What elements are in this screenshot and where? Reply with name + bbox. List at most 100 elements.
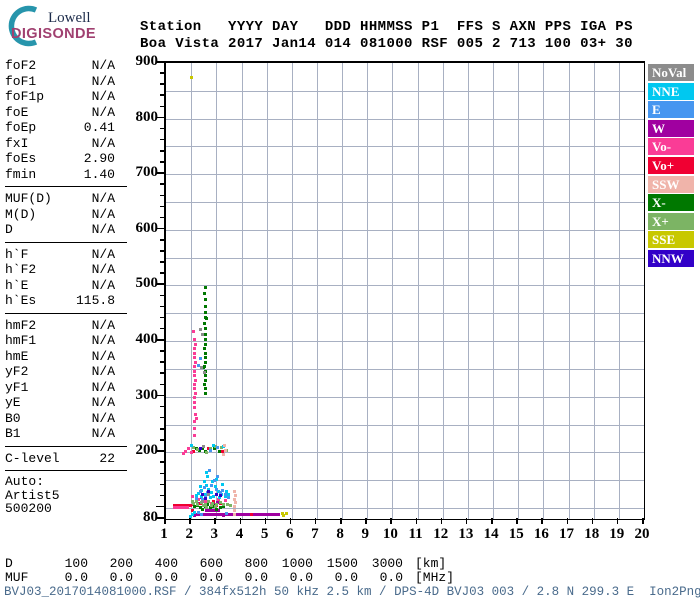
data-point-NNE — [221, 482, 225, 486]
data-point-NNE — [192, 510, 196, 514]
gridline-vertical — [316, 63, 318, 519]
data-point-NNW — [203, 496, 207, 500]
distance-value: 1500 — [326, 556, 358, 571]
param-value: 115.8 — [75, 293, 115, 308]
data-point-NNE — [215, 478, 219, 481]
muf-value: 0.0 — [199, 570, 223, 585]
gridline-vertical — [266, 63, 268, 519]
muf-row: MUF 0.0 0.0 0.0 0.0 0.0 0.0 0.0 0.0 [MHz] — [5, 571, 454, 585]
param-label: fxI — [5, 135, 29, 151]
gridline-vertical — [593, 63, 595, 519]
gridline-horizontal — [166, 452, 644, 454]
data-point-X- — [208, 506, 212, 510]
legend-item-X+: X+ — [648, 212, 694, 230]
panel-divider — [5, 241, 127, 243]
gridline-horizontal — [166, 396, 644, 398]
y-minor-tick — [160, 105, 164, 108]
lowell-digisonde-logo: Lowell DIGISONDE — [4, 2, 134, 50]
param-label: D — [5, 222, 13, 237]
data-point-SSW — [232, 505, 236, 509]
y-axis-label: 200 — [135, 442, 159, 459]
y-minor-tick — [160, 405, 164, 408]
x-major-tick — [189, 518, 191, 524]
data-point-SSW — [223, 448, 227, 452]
legend-item-W: W — [648, 119, 694, 137]
x-major-tick — [365, 518, 367, 524]
x-axis-label: 4 — [235, 526, 244, 542]
x-axis-label: 15 — [508, 526, 524, 542]
data-point-Vo- — [192, 351, 196, 355]
param-value: N/A — [91, 246, 115, 262]
autoscaling-info-row: Artist5 — [5, 487, 60, 503]
station-header: Station YYYY DAY DDD HHMMSS P1 FFS S AXN… — [140, 19, 633, 53]
data-point-X- — [202, 291, 206, 295]
data-point-NNW — [206, 490, 210, 494]
data-point-W — [239, 513, 244, 517]
param-row: yF2 N/A — [5, 364, 115, 380]
param-label: hmF1 — [5, 333, 37, 348]
data-point-NNE — [212, 494, 216, 498]
y-axis-ticks — [148, 61, 164, 519]
data-point-Vo- — [194, 378, 198, 382]
data-point-NoVal — [199, 327, 203, 331]
data-point-NoVal — [207, 493, 211, 496]
y-minor-tick — [160, 372, 164, 374]
x-major-tick — [214, 518, 216, 524]
gridline-horizontal — [166, 202, 644, 203]
x-major-tick — [491, 518, 493, 524]
data-point-X- — [202, 321, 206, 325]
data-point-Vo- — [194, 413, 198, 416]
y-minor-tick — [160, 94, 164, 96]
gridline-horizontal — [166, 229, 644, 231]
y-minor-tick — [160, 72, 164, 74]
data-point-X- — [203, 387, 207, 391]
data-point-Vo- — [182, 505, 187, 509]
y-major-tick — [156, 450, 164, 452]
param-label: M(D) — [5, 206, 37, 222]
data-point-Vo- — [193, 338, 197, 342]
y-minor-tick — [160, 272, 164, 274]
data-point-NNE — [198, 485, 202, 489]
param-row: h`F N/A — [5, 247, 115, 263]
data-point-NNE — [204, 470, 208, 474]
x-axis-label: 1 — [160, 526, 168, 542]
param-value: N/A — [91, 426, 115, 441]
gridline-vertical — [417, 63, 419, 519]
x-axis-label: 13 — [458, 526, 474, 542]
gridline-horizontal — [166, 285, 644, 287]
y-minor-tick — [160, 350, 164, 352]
y-minor-tick — [160, 127, 164, 130]
param-row: M(D) N/A — [5, 207, 115, 223]
data-point-NoVal — [201, 499, 204, 503]
data-point-NNW — [200, 493, 204, 496]
x-major-tick — [164, 518, 166, 524]
data-point-X+ — [213, 505, 217, 509]
x-axis-label: 16 — [533, 526, 549, 542]
y-major-tick — [156, 61, 164, 63]
status-line: BVJ03_2017014081000.RSF / 384fx512h 50 k… — [4, 585, 700, 599]
data-point-Vo- — [184, 449, 188, 453]
data-point-W — [260, 513, 266, 517]
y-axis-label: 600 — [135, 219, 159, 236]
data-point-E — [215, 487, 219, 491]
param-value: N/A — [91, 58, 115, 73]
param-value: N/A — [91, 222, 115, 237]
x-axis-label: 10 — [382, 526, 398, 542]
data-point-X+ — [228, 504, 232, 508]
data-point-E — [216, 445, 220, 449]
data-point-W — [251, 513, 256, 517]
param-row: fmin 1.40 — [5, 167, 115, 183]
data-point-NNE — [217, 496, 221, 500]
param-row: h`Es 115.8 — [5, 293, 115, 309]
data-point-NNE — [194, 493, 198, 497]
data-point-Vo+ — [187, 504, 193, 508]
data-point-X+ — [211, 501, 214, 505]
legend-item-X-: X- — [648, 194, 694, 212]
ionogram-plot-frame — [164, 61, 645, 520]
distance-label: D — [5, 556, 13, 571]
data-point-NNE — [211, 443, 215, 447]
gridline-vertical — [518, 63, 520, 519]
data-point-Vo- — [203, 499, 207, 503]
param-value: N/A — [91, 364, 115, 379]
data-point-W — [208, 513, 214, 517]
